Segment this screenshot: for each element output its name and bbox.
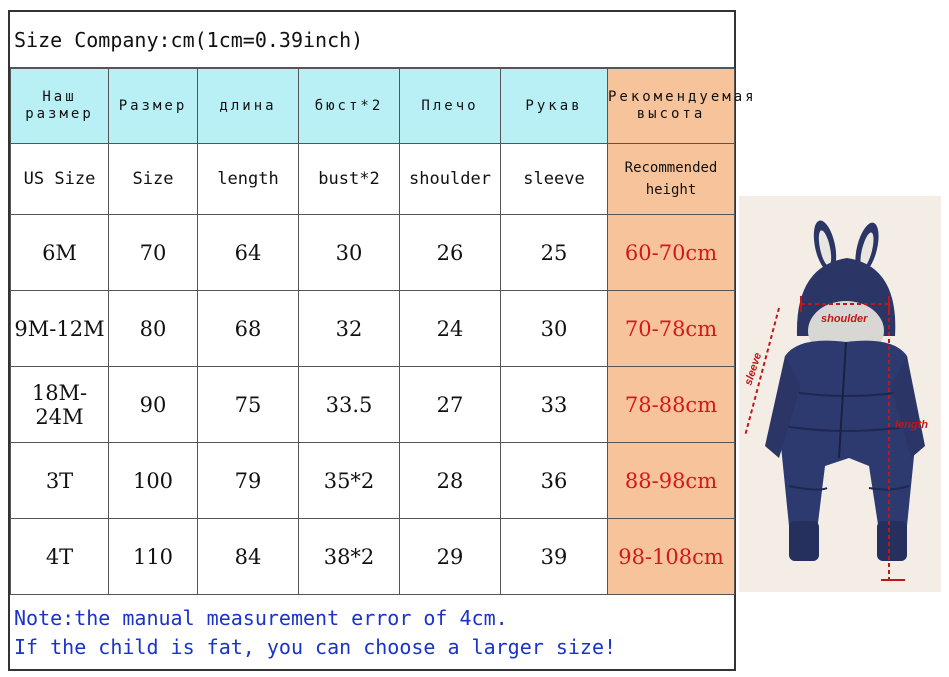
header-en-cell: Size <box>108 143 198 215</box>
header-ru-cell: длина <box>197 68 299 144</box>
header-ru-cell: Рукав <box>500 68 608 144</box>
cell-length: 64 <box>197 214 299 291</box>
table-row: 3T 100 79 35*2 28 36 88-98cm <box>10 442 735 519</box>
cell-size: 70 <box>108 214 198 291</box>
header-row-ru: Наш размер Размер длина бюст*2 Плечо Рук… <box>10 68 754 144</box>
table-row: 9M-12M 80 68 32 24 30 70-78cm <box>10 290 735 367</box>
bunny-ears-icon <box>813 220 879 274</box>
cell-us-size: 4T <box>10 518 109 595</box>
cell-bust: 38*2 <box>298 518 400 595</box>
romper-illustration: shoulder sleeve length <box>739 196 941 592</box>
cell-sleeve: 36 <box>500 442 608 519</box>
table-row: 4T 110 84 38*2 29 39 98-108cm <box>10 518 735 595</box>
left-leg-cuff <box>789 521 819 561</box>
cell-length: 68 <box>197 290 299 367</box>
cell-size: 90 <box>108 366 198 443</box>
cell-sleeve: 39 <box>500 518 608 595</box>
length-label: length <box>895 419 928 431</box>
header-en-cell: bust*2 <box>298 143 400 215</box>
cell-recommended-height: 70-78cm <box>607 290 735 367</box>
cell-recommended-height: 88-98cm <box>607 442 735 519</box>
note-line: If the child is fat, you can choose a la… <box>14 635 617 659</box>
cell-size: 110 <box>108 518 198 595</box>
cell-us-size: 3T <box>10 442 109 519</box>
chart-title: Size Company:cm(1cm=0.39inch) <box>10 12 734 68</box>
cell-size: 100 <box>108 442 198 519</box>
zipper <box>838 341 847 459</box>
note-line: Note:the manual measurement error of 4cm… <box>14 606 508 630</box>
cell-recommended-height: 78-88cm <box>607 366 735 443</box>
cell-bust: 30 <box>298 214 400 291</box>
header-en-cell: Recommended height <box>607 143 735 215</box>
cell-bust: 32 <box>298 290 400 367</box>
header-ru-cell: Наш размер <box>10 68 109 144</box>
cell-us-size: 18M-24M <box>10 366 109 443</box>
left-sleeve <box>765 356 801 458</box>
product-photo: shoulder sleeve length <box>739 196 941 592</box>
header-en-cell: sleeve <box>500 143 608 215</box>
cell-sleeve: 33 <box>500 366 608 443</box>
cell-shoulder: 27 <box>399 366 501 443</box>
right-leg-cuff <box>877 521 907 561</box>
cell-size: 80 <box>108 290 198 367</box>
header-ru-cell: Рекомендуемая высота <box>607 68 754 144</box>
cell-length: 75 <box>197 366 299 443</box>
cell-shoulder: 28 <box>399 442 501 519</box>
header-ru-cell: бюст*2 <box>298 68 400 144</box>
header-ru-cell: Размер <box>108 68 198 144</box>
cell-bust: 35*2 <box>298 442 400 519</box>
cell-length: 84 <box>197 518 299 595</box>
size-table: Наш размер Размер длина бюст*2 Плечо Рук… <box>10 68 754 595</box>
cell-recommended-height: 60-70cm <box>607 214 735 291</box>
length-measure: length <box>881 304 928 581</box>
cell-recommended-height: 98-108cm <box>607 518 735 595</box>
header-en-cell: US Size <box>10 143 109 215</box>
cell-bust: 33.5 <box>298 366 400 443</box>
shoulder-label: shoulder <box>821 313 868 325</box>
table-row: 6M 70 64 30 26 25 60-70cm <box>10 214 735 291</box>
cell-shoulder: 26 <box>399 214 501 291</box>
cell-sleeve: 30 <box>500 290 608 367</box>
cell-sleeve: 25 <box>500 214 608 291</box>
size-chart: Size Company:cm(1cm=0.39inch) Наш размер… <box>8 10 754 671</box>
cell-shoulder: 29 <box>399 518 501 595</box>
right-sleeve <box>891 356 925 458</box>
header-row-en: US Size Size length bust*2 shoulder slee… <box>10 143 735 215</box>
cell-length: 79 <box>197 442 299 519</box>
cell-us-size: 9M-12M <box>10 290 109 367</box>
header-ru-cell: Плечо <box>399 68 501 144</box>
cell-shoulder: 24 <box>399 290 501 367</box>
cell-us-size: 6M <box>10 214 109 291</box>
header-en-cell: length <box>197 143 299 215</box>
romper-body <box>781 340 915 531</box>
measurement-note: Note:the manual measurement error of 4cm… <box>14 604 730 662</box>
header-en-cell: shoulder <box>399 143 501 215</box>
table-row: 18M-24M 90 75 33.5 27 33 78-88cm <box>10 366 735 443</box>
